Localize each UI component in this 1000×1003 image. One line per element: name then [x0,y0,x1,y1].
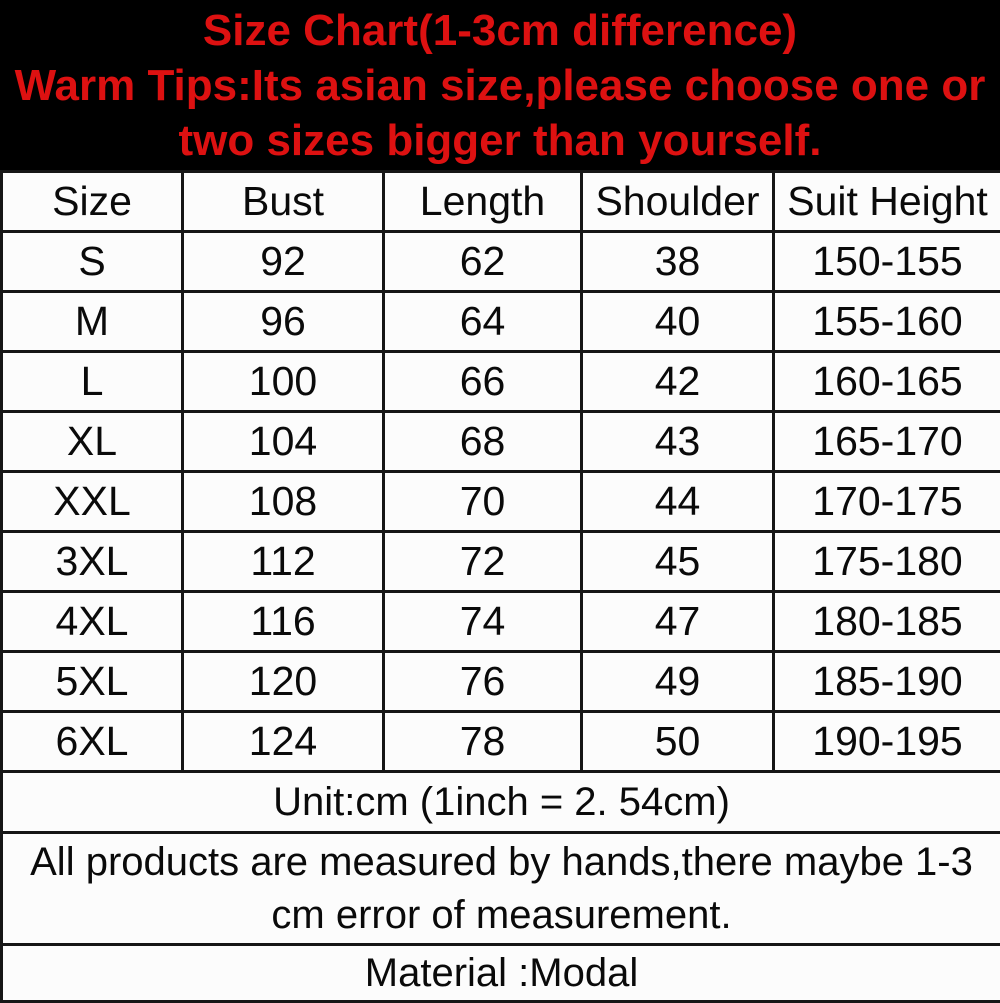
table-cell: 43 [582,412,774,472]
table-row-s: S 92 62 38 150-155 [2,232,1000,292]
table-cell: 160-165 [774,352,1000,412]
table-row-m: M 96 64 40 155-160 [2,292,1000,352]
table-cell: 64 [384,292,582,352]
table-cell: S [2,232,183,292]
table-row-4xl: 4XL 116 74 47 180-185 [2,592,1000,652]
table-cell: 124 [183,712,384,772]
warm-tips-line-1: Warm Tips:Its asian size,please choose o… [15,58,986,113]
table-cell: 78 [384,712,582,772]
table-cell: 38 [582,232,774,292]
table-cell: 108 [183,472,384,532]
table-cell: 120 [183,652,384,712]
table-cell: 150-155 [774,232,1000,292]
table-cell: 165-170 [774,412,1000,472]
table-cell: 104 [183,412,384,472]
banner-title: Size Chart(1-3cm difference) [203,3,797,58]
table-cell: 170-175 [774,472,1000,532]
table-cell: 112 [183,532,384,592]
table-cell: 45 [582,532,774,592]
table-cell: 175-180 [774,532,1000,592]
table-cell: 155-160 [774,292,1000,352]
table-cell: 92 [183,232,384,292]
table-cell: 6XL [2,712,183,772]
table-cell: XL [2,412,183,472]
table-cell: 49 [582,652,774,712]
table-cell: 74 [384,592,582,652]
column-header-shoulder: Shoulder [582,172,774,232]
table-cell: M [2,292,183,352]
table-cell: 96 [183,292,384,352]
table-cell: 100 [183,352,384,412]
column-header-bust: Bust [183,172,384,232]
table-row-5xl: 5XL 120 76 49 185-190 [2,652,1000,712]
table-cell: 116 [183,592,384,652]
warm-tips-line-2: two sizes bigger than yourself. [178,113,821,168]
material-note: Material :Modal [2,945,1000,1002]
table-row-6xl: 6XL 124 78 50 190-195 [2,712,1000,772]
warning-banner: Size Chart(1-3cm difference) Warm Tips:I… [0,0,1000,170]
column-header-suit-height: Suit Height [774,172,1000,232]
material-row: Material :Modal [2,945,1000,1002]
unit-note-row: Unit:cm (1inch = 2. 54cm) [2,772,1000,833]
size-chart-table: Size Bust Length Shoulder Suit Height S … [0,170,1000,1003]
column-header-length: Length [384,172,582,232]
table-cell: 68 [384,412,582,472]
table-cell: 42 [582,352,774,412]
table-cell: 47 [582,592,774,652]
measurement-note: All products are measured by hands,there… [2,833,1000,945]
table-row-3xl: 3XL 112 72 45 175-180 [2,532,1000,592]
table-cell: 76 [384,652,582,712]
table-cell: 40 [582,292,774,352]
table-cell: 50 [582,712,774,772]
table-cell: 4XL [2,592,183,652]
table-cell: 72 [384,532,582,592]
table-row-xl: XL 104 68 43 165-170 [2,412,1000,472]
table-cell: 44 [582,472,774,532]
measurement-note-row: All products are measured by hands,there… [2,833,1000,945]
unit-note: Unit:cm (1inch = 2. 54cm) [2,772,1000,833]
column-header-size: Size [2,172,183,232]
table-cell: 185-190 [774,652,1000,712]
table-cell: 5XL [2,652,183,712]
table-cell: L [2,352,183,412]
table-cell: 190-195 [774,712,1000,772]
table-cell: 62 [384,232,582,292]
table-cell: 3XL [2,532,183,592]
table-cell: XXL [2,472,183,532]
table-row-xxl: XXL 108 70 44 170-175 [2,472,1000,532]
table-cell: 70 [384,472,582,532]
header-row: Size Bust Length Shoulder Suit Height [2,172,1000,232]
table-cell: 66 [384,352,582,412]
table-row-l: L 100 66 42 160-165 [2,352,1000,412]
table-cell: 180-185 [774,592,1000,652]
